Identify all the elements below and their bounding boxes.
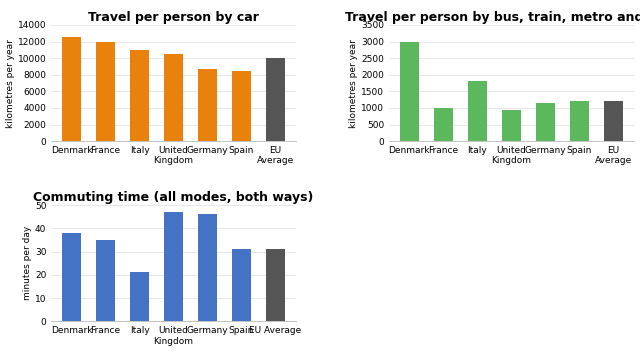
Bar	[130, 272, 149, 321]
Y-axis label: kilometres per year: kilometres per year	[6, 39, 15, 127]
Bar	[232, 249, 251, 321]
Bar	[164, 212, 183, 321]
Bar	[198, 215, 217, 321]
Title: Travel per person by car: Travel per person by car	[88, 11, 259, 24]
Bar	[266, 249, 285, 321]
Bar	[434, 108, 452, 141]
Bar	[62, 37, 81, 141]
Bar	[232, 71, 251, 141]
Y-axis label: kilometres per year: kilometres per year	[349, 39, 358, 127]
Bar	[536, 103, 555, 141]
Bar	[130, 50, 149, 141]
Bar	[96, 41, 115, 141]
Bar	[604, 101, 623, 141]
Bar	[266, 58, 285, 141]
Bar	[198, 69, 217, 141]
Bar	[164, 54, 183, 141]
Bar	[570, 101, 589, 141]
Bar	[468, 81, 486, 141]
Bar	[62, 233, 81, 321]
Title: Travel per person by bus, train, metro and bike: Travel per person by bus, train, metro a…	[345, 11, 640, 24]
Bar	[96, 240, 115, 321]
Bar	[502, 110, 520, 141]
Title: Commuting time (all modes, both ways): Commuting time (all modes, both ways)	[33, 191, 314, 204]
Bar	[400, 41, 419, 141]
Y-axis label: minutes per day: minutes per day	[23, 226, 32, 300]
